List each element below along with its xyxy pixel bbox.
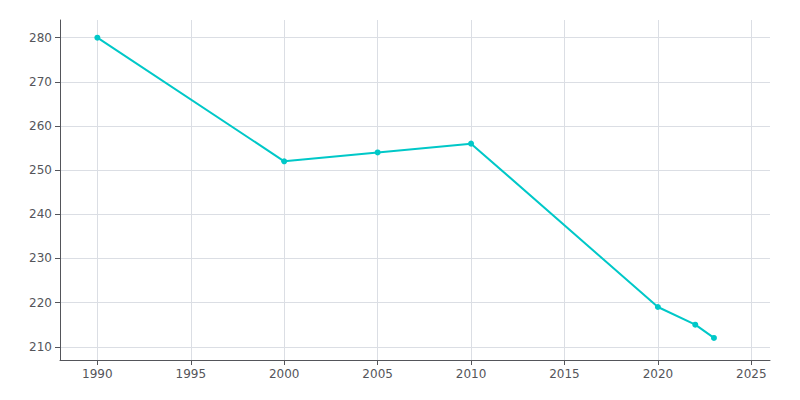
svg-text:280: 280 [29,31,52,45]
svg-text:1995: 1995 [176,367,207,381]
svg-text:2015: 2015 [549,367,580,381]
svg-text:240: 240 [29,207,52,221]
svg-text:270: 270 [29,75,52,89]
svg-text:2020: 2020 [643,367,674,381]
svg-text:2000: 2000 [269,367,300,381]
svg-text:250: 250 [29,163,52,177]
svg-text:2025: 2025 [736,367,767,381]
svg-text:260: 260 [29,119,52,133]
svg-text:2005: 2005 [362,367,393,381]
svg-text:230: 230 [29,251,52,265]
svg-text:210: 210 [29,340,52,354]
svg-text:2010: 2010 [456,367,487,381]
svg-text:1990: 1990 [82,367,113,381]
svg-text:220: 220 [29,296,52,310]
